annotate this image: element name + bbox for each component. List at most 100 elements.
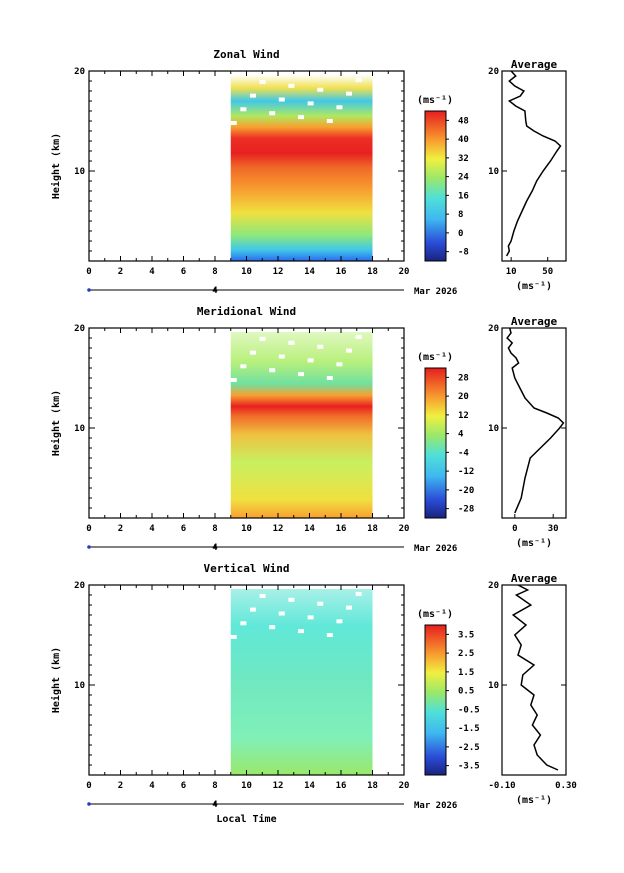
colorbar-tick-label: -20: [458, 486, 474, 496]
missing-data-gap: [278, 611, 285, 616]
colorbar-tick-label: 0.5: [458, 687, 474, 697]
missing-data-gap: [259, 79, 266, 84]
x-tick-label: 2: [118, 781, 123, 791]
colorbar-tick-label: -3.5: [458, 762, 480, 772]
missing-data-gap: [307, 358, 314, 363]
x-tick-label: 12: [273, 524, 284, 534]
colorbar-tick-label: 0: [458, 229, 463, 239]
y-tick-label: 10: [74, 424, 85, 434]
colorbar: [424, 367, 447, 519]
missing-data-gap: [326, 376, 333, 380]
average-x-tick-label: -0.10: [488, 781, 515, 791]
x-tick-label: 4: [149, 267, 155, 277]
average-y-tick-label: 20: [488, 581, 499, 591]
missing-data-gap: [230, 378, 237, 382]
x-tick-label: 16: [336, 267, 347, 277]
x-tick-label: 18: [367, 267, 378, 277]
missing-data-gap: [307, 101, 314, 106]
y-tick-label: 20: [74, 67, 85, 77]
colorbar-tick-label: 48: [458, 116, 469, 126]
colorbar-unit: (ms⁻¹): [417, 95, 453, 106]
x-tick-label: 0: [86, 267, 91, 277]
colorbar-tick-label: 32: [458, 154, 469, 164]
x-tick-label: 14: [304, 267, 315, 277]
missing-data-gap: [288, 340, 295, 345]
missing-data-gap: [259, 593, 266, 598]
x-tick-label: 14: [304, 524, 315, 534]
missing-data-gap: [288, 597, 295, 602]
missing-data-gap: [317, 344, 324, 349]
average-y-tick-label: 20: [488, 67, 499, 77]
x-tick-label: 0: [86, 781, 91, 791]
colorbar-tick-label: 8: [458, 210, 463, 220]
missing-data-gap: [355, 591, 362, 596]
x-tick-label: 2: [118, 524, 123, 534]
colorbar-tick-label: -8: [458, 248, 469, 258]
x-tick-label: 6: [181, 781, 186, 791]
colorbar-unit: (ms⁻¹): [417, 609, 453, 620]
panel-meridional-wind: Meridional Wind 0 2 4 6 8 10 12 14 16 18 20 10 20 Heig…: [50, 305, 567, 554]
average-y-tick-label: 20: [488, 324, 499, 334]
x-tick-label: 10: [241, 781, 252, 791]
x-tick-label: 8: [212, 267, 217, 277]
y-axis-label: Height (km): [50, 647, 62, 713]
missing-data-gap: [249, 607, 256, 612]
average-y-tick-label: 10: [488, 167, 499, 177]
heatmap-field: [230, 75, 373, 261]
colorbar: [424, 624, 447, 776]
date-axis-day: 4: [212, 800, 218, 810]
x-tick-label: 8: [212, 781, 217, 791]
missing-data-gap: [346, 348, 353, 353]
average-profile-line: [511, 584, 559, 771]
colorbar-tick-label: -1.5: [458, 724, 480, 734]
x-axis-label: Local Time: [216, 813, 276, 825]
average-x-tick-label: 10: [506, 267, 517, 277]
colorbar-tick-label: 40: [458, 135, 469, 145]
missing-data-gap: [249, 93, 256, 98]
colorbar-tick-label: -0.5: [458, 705, 480, 715]
average-frame: [501, 70, 567, 262]
chart-title: Meridional Wind: [197, 305, 296, 318]
missing-data-gap: [307, 615, 314, 620]
missing-data-gap: [240, 621, 247, 626]
x-tick-label: 10: [241, 524, 252, 534]
x-tick-label: 20: [399, 781, 410, 791]
colorbar-tick-label: 24: [458, 173, 469, 183]
average-y-tick-label: 10: [488, 681, 499, 691]
date-axis-month-year: Mar 2026: [414, 544, 457, 554]
x-tick-label: 18: [367, 781, 378, 791]
colorbar-tick-label: -28: [458, 505, 474, 515]
missing-data-gap: [240, 364, 247, 369]
missing-data-gap: [326, 633, 333, 637]
colorbar-unit: (ms⁻¹): [417, 352, 453, 363]
average-x-label: (ms⁻¹): [516, 281, 552, 292]
panel-vertical-wind: Vertical Wind 0 2 4 6 8 10 12 14 16 18 20 10 20 Height…: [50, 562, 577, 811]
x-tick-label: 4: [149, 524, 155, 534]
missing-data-gap: [269, 111, 276, 116]
missing-data-gap: [326, 119, 333, 123]
colorbar-tick-label: 2.5: [458, 649, 474, 659]
missing-data-gap: [269, 625, 276, 630]
x-tick-label: 18: [367, 524, 378, 534]
x-tick-label: 16: [336, 781, 347, 791]
colorbar-tick-label: 1.5: [458, 668, 474, 678]
missing-data-gap: [298, 372, 305, 377]
missing-data-gap: [355, 334, 362, 339]
missing-data-gap: [346, 91, 353, 96]
missing-data-gap: [355, 77, 362, 82]
x-tick-label: 10: [241, 267, 252, 277]
y-tick-label: 10: [74, 167, 85, 177]
missing-data-gap: [278, 354, 285, 359]
date-axis-day: 4: [212, 286, 218, 296]
date-axis-month-year: Mar 2026: [414, 801, 457, 811]
missing-data-gap: [240, 107, 247, 112]
average-title: Average: [511, 315, 558, 328]
chart-title: Vertical Wind: [203, 562, 289, 575]
x-tick-label: 12: [273, 267, 284, 277]
x-tick-label: 2: [118, 267, 123, 277]
x-tick-label: 4: [149, 781, 155, 791]
heatmap-field: [230, 589, 373, 775]
average-x-tick-label: 0.30: [555, 781, 577, 791]
